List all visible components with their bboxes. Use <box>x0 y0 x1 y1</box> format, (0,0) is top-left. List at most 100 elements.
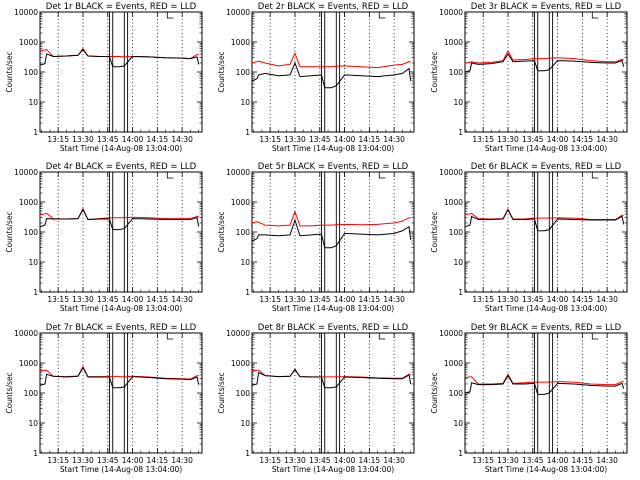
attenuator-box <box>548 11 554 132</box>
x-tick-label: 14:15 <box>147 135 169 144</box>
x-tick-label: 13:15 <box>259 295 281 304</box>
x-tick-label: 14:00 <box>122 456 144 465</box>
x-tick-label: 14:15 <box>359 135 381 144</box>
x-tick-label: 13:30 <box>497 135 519 144</box>
y-tick-label: 100 <box>236 68 251 77</box>
x-axis-label: Start Time (14-Aug-08 13:04:00) <box>485 144 607 153</box>
x-axis-label: Start Time (14-Aug-08 13:04:00) <box>272 465 394 474</box>
attenuator-box <box>108 11 114 132</box>
decimation-marker <box>378 172 386 179</box>
x-tick-label: 14:00 <box>334 135 356 144</box>
decimation-marker <box>166 333 174 340</box>
panel-title: Det 7r BLACK = Events, RED = LLD <box>46 323 197 333</box>
x-tick-label: 14:30 <box>171 456 193 465</box>
y-tick-label: 1 <box>245 449 250 458</box>
y-tick-label: 1 <box>245 128 250 137</box>
x-tick-label: 14:30 <box>383 135 405 144</box>
x-tick-label: 13:30 <box>284 295 306 304</box>
series-events <box>251 218 412 249</box>
x-axis-label: Start Time (14-Aug-08 13:04:00) <box>60 144 182 153</box>
y-axis-label: Counts/sec <box>217 51 226 92</box>
y-tick-label: 1000 <box>444 38 463 47</box>
y-tick-label: 1000 <box>231 38 250 47</box>
x-tick-label: 14:15 <box>572 295 594 304</box>
panel-2: Det 2r BLACK = Events, RED = LLD 1 10 100 10… <box>217 2 415 153</box>
panel-title: Det 8r BLACK = Events, RED = LLD <box>258 323 409 333</box>
panel-8: Det 8r BLACK = Events, RED = LLD 1 10 100 10… <box>217 323 415 474</box>
panel-title: Det 6r BLACK = Events, RED = LLD <box>471 162 622 172</box>
x-tick-label: 14:15 <box>572 135 594 144</box>
x-axis-label: Start Time (14-Aug-08 13:04:00) <box>272 144 394 153</box>
attenuator-box <box>123 11 129 132</box>
x-tick-label: 14:00 <box>547 456 569 465</box>
x-tick-label: 13:15 <box>47 295 69 304</box>
attenuator-box <box>335 332 341 453</box>
y-tick-label: 100 <box>449 228 464 237</box>
y-tick-label: 10000 <box>439 168 463 177</box>
x-tick-label: 14:30 <box>383 456 405 465</box>
x-tick-label: 13:30 <box>72 295 94 304</box>
y-tick-label: 1 <box>458 288 463 297</box>
plot-frame <box>251 171 415 293</box>
y-tick-label: 10000 <box>14 8 38 17</box>
attenuator-box <box>533 11 539 132</box>
y-tick-label: 10 <box>240 98 250 107</box>
x-tick-label: 14:00 <box>122 135 144 144</box>
y-tick-label: 10 <box>240 419 250 428</box>
y-tick-label: 10000 <box>226 168 250 177</box>
y-tick-label: 1000 <box>444 359 463 368</box>
attenuator-box <box>108 332 114 453</box>
attenuator-box <box>320 171 326 292</box>
x-tick-label: 13:45 <box>309 456 331 465</box>
plot-frame <box>39 11 203 133</box>
decimation-marker <box>591 172 599 179</box>
x-tick-label: 14:15 <box>572 456 594 465</box>
x-tick-label: 13:30 <box>72 456 94 465</box>
panel-title: Det 4r BLACK = Events, RED = LLD <box>46 162 197 172</box>
y-axis-label: Counts/sec <box>5 211 14 252</box>
attenuator-box <box>320 332 326 453</box>
decimation-marker <box>378 12 386 19</box>
decimation-marker <box>378 333 386 340</box>
y-axis-label: Counts/sec <box>217 372 226 413</box>
plot-frame <box>39 171 203 293</box>
attenuator-box <box>320 11 326 132</box>
x-axis-label: Start Time (14-Aug-08 13:04:00) <box>272 304 394 313</box>
x-tick-label: 14:00 <box>122 295 144 304</box>
y-tick-label: 10000 <box>439 329 463 338</box>
x-axis-label: Start Time (14-Aug-08 13:04:00) <box>485 465 607 474</box>
x-tick-label: 14:00 <box>547 135 569 144</box>
y-tick-label: 1000 <box>19 359 38 368</box>
x-tick-label: 13:45 <box>309 295 331 304</box>
y-tick-label: 1 <box>33 288 38 297</box>
y-tick-label: 100 <box>236 228 251 237</box>
y-tick-label: 1000 <box>231 359 250 368</box>
panel-6: Det 6r BLACK = Events, RED = LLD 1 10 100 10… <box>430 162 628 313</box>
y-tick-label: 1 <box>245 288 250 297</box>
y-tick-label: 100 <box>24 389 39 398</box>
x-tick-label: 14:30 <box>596 456 618 465</box>
x-tick-label: 14:30 <box>596 295 618 304</box>
panel-title: Det 9r BLACK = Events, RED = LLD <box>471 323 622 333</box>
x-tick-label: 13:15 <box>472 456 494 465</box>
x-tick-label: 14:15 <box>359 456 381 465</box>
x-tick-label: 14:00 <box>547 295 569 304</box>
x-tick-label: 13:15 <box>259 135 281 144</box>
x-axis-label: Start Time (14-Aug-08 13:04:00) <box>60 304 182 313</box>
x-tick-label: 14:15 <box>359 295 381 304</box>
x-tick-label: 14:30 <box>171 295 193 304</box>
y-tick-label: 1 <box>458 128 463 137</box>
panel-title: Det 3r BLACK = Events, RED = LLD <box>471 2 622 12</box>
y-tick-label: 1 <box>458 449 463 458</box>
y-tick-label: 10000 <box>226 329 250 338</box>
y-tick-label: 10 <box>28 98 38 107</box>
plot-frame <box>39 332 203 454</box>
y-tick-label: 10000 <box>14 168 38 177</box>
x-tick-label: 13:15 <box>472 135 494 144</box>
series-events <box>39 48 200 68</box>
y-tick-label: 1000 <box>231 198 250 207</box>
series-events <box>464 208 625 232</box>
y-tick-label: 100 <box>449 68 464 77</box>
x-tick-label: 13:45 <box>97 295 119 304</box>
